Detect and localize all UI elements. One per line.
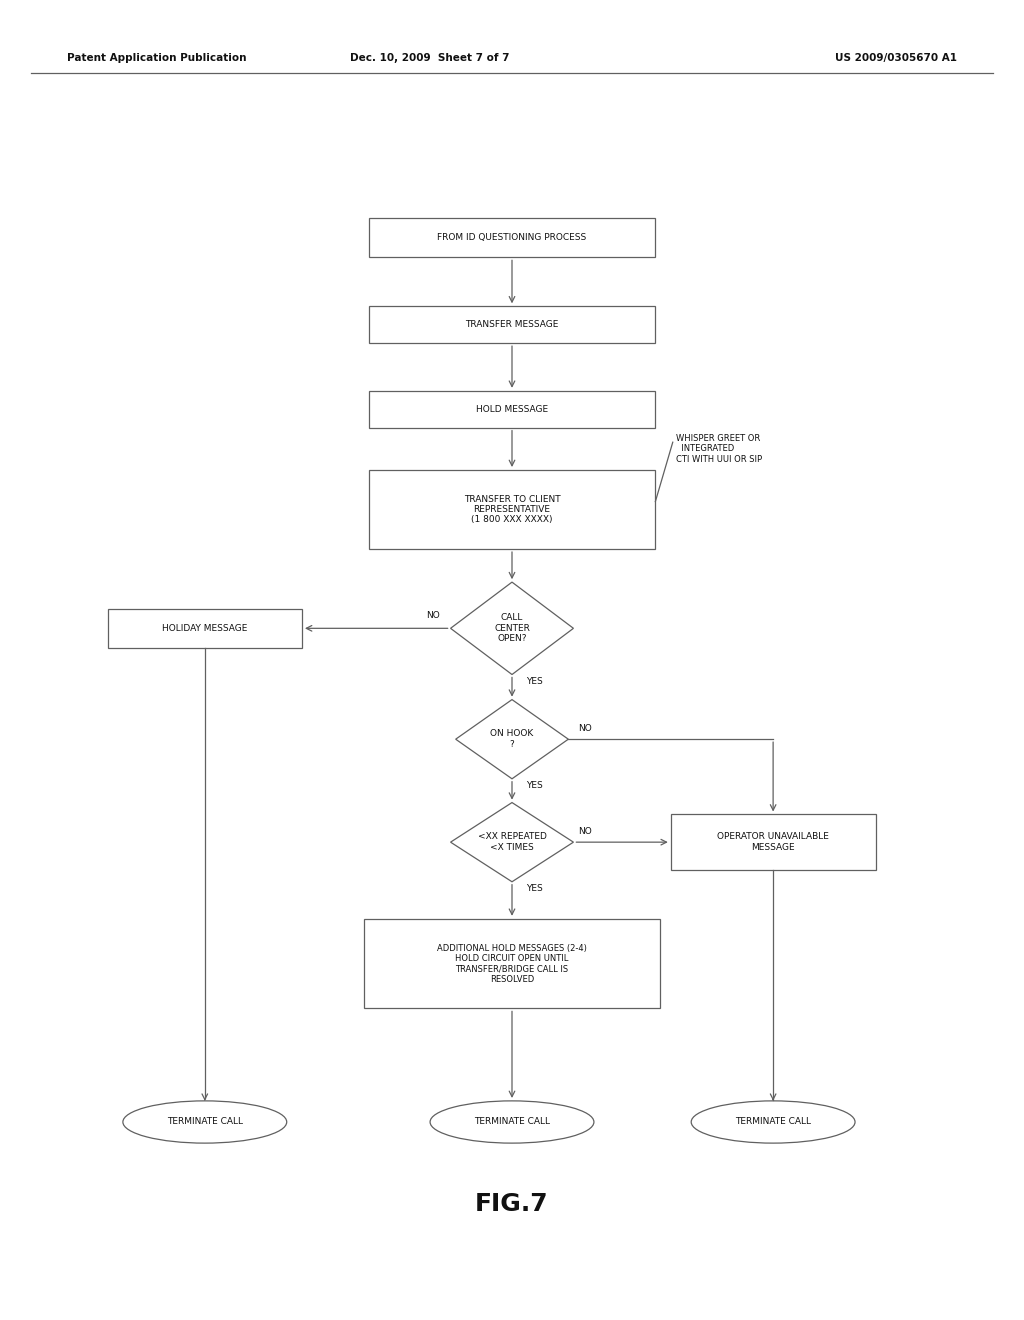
Text: NO: NO xyxy=(579,826,592,836)
Text: YES: YES xyxy=(526,677,543,686)
Text: YES: YES xyxy=(526,884,543,894)
FancyBboxPatch shape xyxy=(369,218,655,257)
Ellipse shape xyxy=(430,1101,594,1143)
FancyBboxPatch shape xyxy=(369,391,655,428)
FancyBboxPatch shape xyxy=(671,814,876,870)
Polygon shape xyxy=(451,803,573,882)
Ellipse shape xyxy=(691,1101,855,1143)
Text: Dec. 10, 2009  Sheet 7 of 7: Dec. 10, 2009 Sheet 7 of 7 xyxy=(350,53,510,63)
Ellipse shape xyxy=(123,1101,287,1143)
Text: Patent Application Publication: Patent Application Publication xyxy=(67,53,246,63)
Text: US 2009/0305670 A1: US 2009/0305670 A1 xyxy=(836,53,957,63)
FancyBboxPatch shape xyxy=(108,609,302,648)
Text: NO: NO xyxy=(427,611,440,620)
FancyBboxPatch shape xyxy=(369,470,655,549)
FancyBboxPatch shape xyxy=(364,919,660,1008)
Text: TERMINATE CALL: TERMINATE CALL xyxy=(167,1118,243,1126)
Text: <XX REPEATED
<X TIMES: <XX REPEATED <X TIMES xyxy=(477,833,547,851)
Text: ADDITIONAL HOLD MESSAGES (2-4)
HOLD CIRCUIT OPEN UNTIL
TRANSFER/BRIDGE CALL IS
R: ADDITIONAL HOLD MESSAGES (2-4) HOLD CIRC… xyxy=(437,944,587,983)
Text: TERMINATE CALL: TERMINATE CALL xyxy=(735,1118,811,1126)
Text: WHISPER GREET OR
  INTEGRATED
CTI WITH UUI OR SIP: WHISPER GREET OR INTEGRATED CTI WITH UUI… xyxy=(676,434,762,463)
Text: HOLD MESSAGE: HOLD MESSAGE xyxy=(476,405,548,413)
Text: NO: NO xyxy=(579,723,592,733)
Text: ON HOOK
?: ON HOOK ? xyxy=(490,730,534,748)
Text: TERMINATE CALL: TERMINATE CALL xyxy=(474,1118,550,1126)
Text: CALL
CENTER
OPEN?: CALL CENTER OPEN? xyxy=(494,614,530,643)
Text: OPERATOR UNAVAILABLE
MESSAGE: OPERATOR UNAVAILABLE MESSAGE xyxy=(717,833,829,851)
Text: TRANSFER TO CLIENT
REPRESENTATIVE
(1 800 XXX XXXX): TRANSFER TO CLIENT REPRESENTATIVE (1 800… xyxy=(464,495,560,524)
Text: YES: YES xyxy=(526,781,543,791)
Text: FROM ID QUESTIONING PROCESS: FROM ID QUESTIONING PROCESS xyxy=(437,234,587,242)
Text: TRANSFER MESSAGE: TRANSFER MESSAGE xyxy=(465,321,559,329)
FancyBboxPatch shape xyxy=(369,306,655,343)
Polygon shape xyxy=(456,700,568,779)
Text: HOLIDAY MESSAGE: HOLIDAY MESSAGE xyxy=(162,624,248,632)
Text: FIG.7: FIG.7 xyxy=(475,1192,549,1216)
Polygon shape xyxy=(451,582,573,675)
